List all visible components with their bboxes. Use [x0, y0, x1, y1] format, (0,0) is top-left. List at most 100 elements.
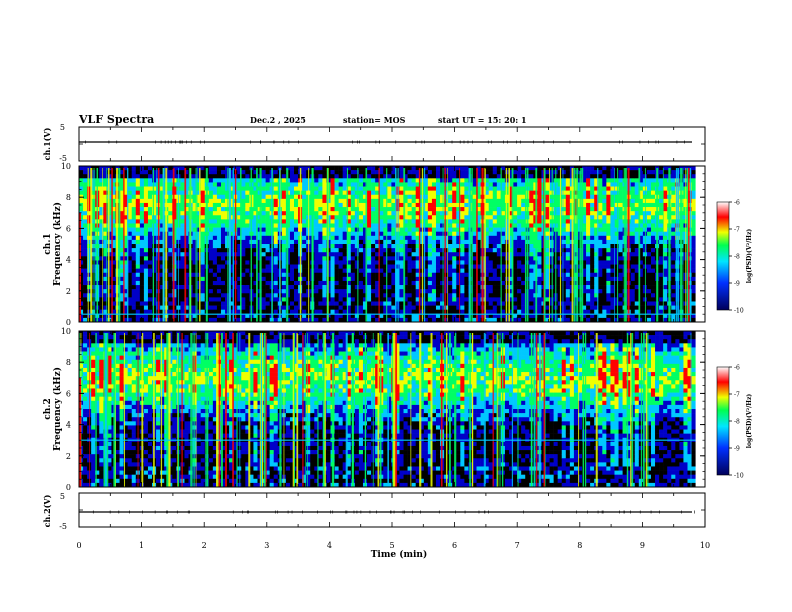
spectrogram-cell [586, 215, 591, 220]
spectrogram-cell [184, 289, 189, 294]
spectrogram-cell [346, 223, 352, 228]
spectrogram-cell [107, 239, 112, 245]
spectrogram-cell [229, 297, 234, 302]
spectrogram-cell [131, 309, 137, 315]
spectrogram-cell [273, 239, 279, 245]
spectrogram-cell [123, 178, 128, 183]
spectrogram-cell [147, 268, 153, 274]
spectrogram-cell [261, 272, 266, 278]
spectrogram-cell [537, 170, 542, 175]
spectrogram-cell [147, 313, 153, 319]
spectrogram-cell [119, 207, 124, 212]
spectrogram-cell [476, 174, 481, 179]
spectrogram-cell [537, 272, 542, 278]
spectrogram-cell [427, 280, 433, 286]
spectrogram-cell [509, 297, 514, 302]
spectrogram-cell [488, 276, 494, 282]
spectrogram-cell [582, 198, 587, 204]
spectrogram-cell [500, 268, 506, 274]
spectrogram-cell [383, 198, 388, 204]
spectrogram-cell [253, 272, 258, 278]
spectrogram-cell [440, 227, 445, 232]
spectrogram-cell [107, 202, 112, 208]
spectrogram-cell [387, 239, 392, 245]
spectrogram-cell [302, 215, 307, 220]
spectrogram-cell [107, 198, 112, 204]
spectrogram-cell [517, 198, 522, 204]
spectrogram-cell [496, 219, 502, 224]
spectrogram-cell [245, 207, 250, 212]
spectrogram-cell [261, 309, 266, 315]
spectrogram-cell [225, 182, 230, 187]
spectrogram-cell [590, 268, 595, 274]
spectrogram-cell [253, 166, 258, 171]
spectrogram-cell [322, 174, 327, 179]
spectrogram-cell [517, 223, 522, 228]
spectrogram-cell [241, 174, 246, 179]
spectrogram-cell [123, 174, 128, 179]
spectrogram-cell [427, 178, 433, 183]
spectrogram-cell [212, 182, 218, 187]
spectrogram-cell [423, 309, 429, 315]
spectrogram-cell [152, 182, 157, 187]
spectrogram-cell [488, 248, 494, 253]
spectrogram-cell [496, 317, 502, 323]
spectrogram-cell [350, 285, 356, 290]
spectrogram-cell [111, 309, 116, 315]
spectrogram-cell [265, 252, 270, 257]
spectrogram-cell [427, 317, 433, 323]
spectrogram-cell [241, 178, 246, 183]
spectrogram-cell [513, 190, 518, 196]
spectrogram-cell [338, 239, 343, 245]
spectrogram-cell [565, 305, 571, 310]
spectrogram-cell [375, 256, 380, 261]
spectrogram-cell [517, 293, 522, 298]
spectrogram-cell [79, 268, 84, 274]
spectrogram-cell [431, 276, 437, 282]
spectrogram-cell [338, 256, 343, 261]
spectrogram-cell [387, 182, 392, 187]
spectrogram-cell [334, 305, 339, 310]
spectrogram-cell [407, 309, 412, 315]
spectrogram-cell [496, 166, 502, 171]
spectrogram-cell [582, 174, 587, 179]
spectrogram-cell [196, 313, 201, 319]
spectrogram-cell [253, 293, 258, 298]
spectrogram-cell [111, 219, 116, 224]
spectrogram-cell [431, 260, 437, 265]
spectrogram-cell [123, 317, 128, 323]
spectrogram-cell [415, 170, 421, 175]
spectrogram-cell [362, 235, 368, 241]
spectrogram-cell [127, 211, 133, 216]
spectrogram-cell [496, 190, 502, 196]
spectrogram-cell [265, 256, 270, 261]
spectrogram-cell [484, 297, 490, 302]
spectrogram-cell [561, 235, 567, 241]
spectrogram-cell [427, 289, 433, 294]
spectrogram-cell [294, 231, 299, 237]
spectrogram-cell [184, 305, 189, 310]
spectrogram-cell [111, 215, 116, 220]
spectrogram-cell [261, 215, 266, 220]
spectrogram-cell [123, 170, 128, 175]
spectrogram-cell [488, 231, 494, 237]
spectrogram-cell [168, 182, 173, 187]
spectrogram-cell [354, 317, 360, 323]
spectrogram-cell [452, 198, 457, 204]
spectrogram-cell [488, 211, 494, 216]
spectrogram-cell [229, 231, 234, 237]
spectrogram-cell [294, 223, 299, 228]
spectrogram-cell [160, 215, 165, 220]
spectrogram-cell [513, 285, 518, 290]
spectrogram-cell [488, 313, 494, 319]
spectrogram-cell [334, 166, 339, 171]
spectrogram-cell [375, 252, 380, 257]
spectrogram-cell [350, 276, 356, 282]
spectrogram-cell [586, 223, 591, 228]
spectrogram-cell [330, 301, 335, 306]
spectrogram-cell [383, 260, 388, 265]
spectrogram-cell [350, 313, 356, 319]
spectrogram-cell [521, 297, 526, 302]
spectrogram-cell [383, 285, 388, 290]
spectrogram-cell [192, 297, 197, 302]
